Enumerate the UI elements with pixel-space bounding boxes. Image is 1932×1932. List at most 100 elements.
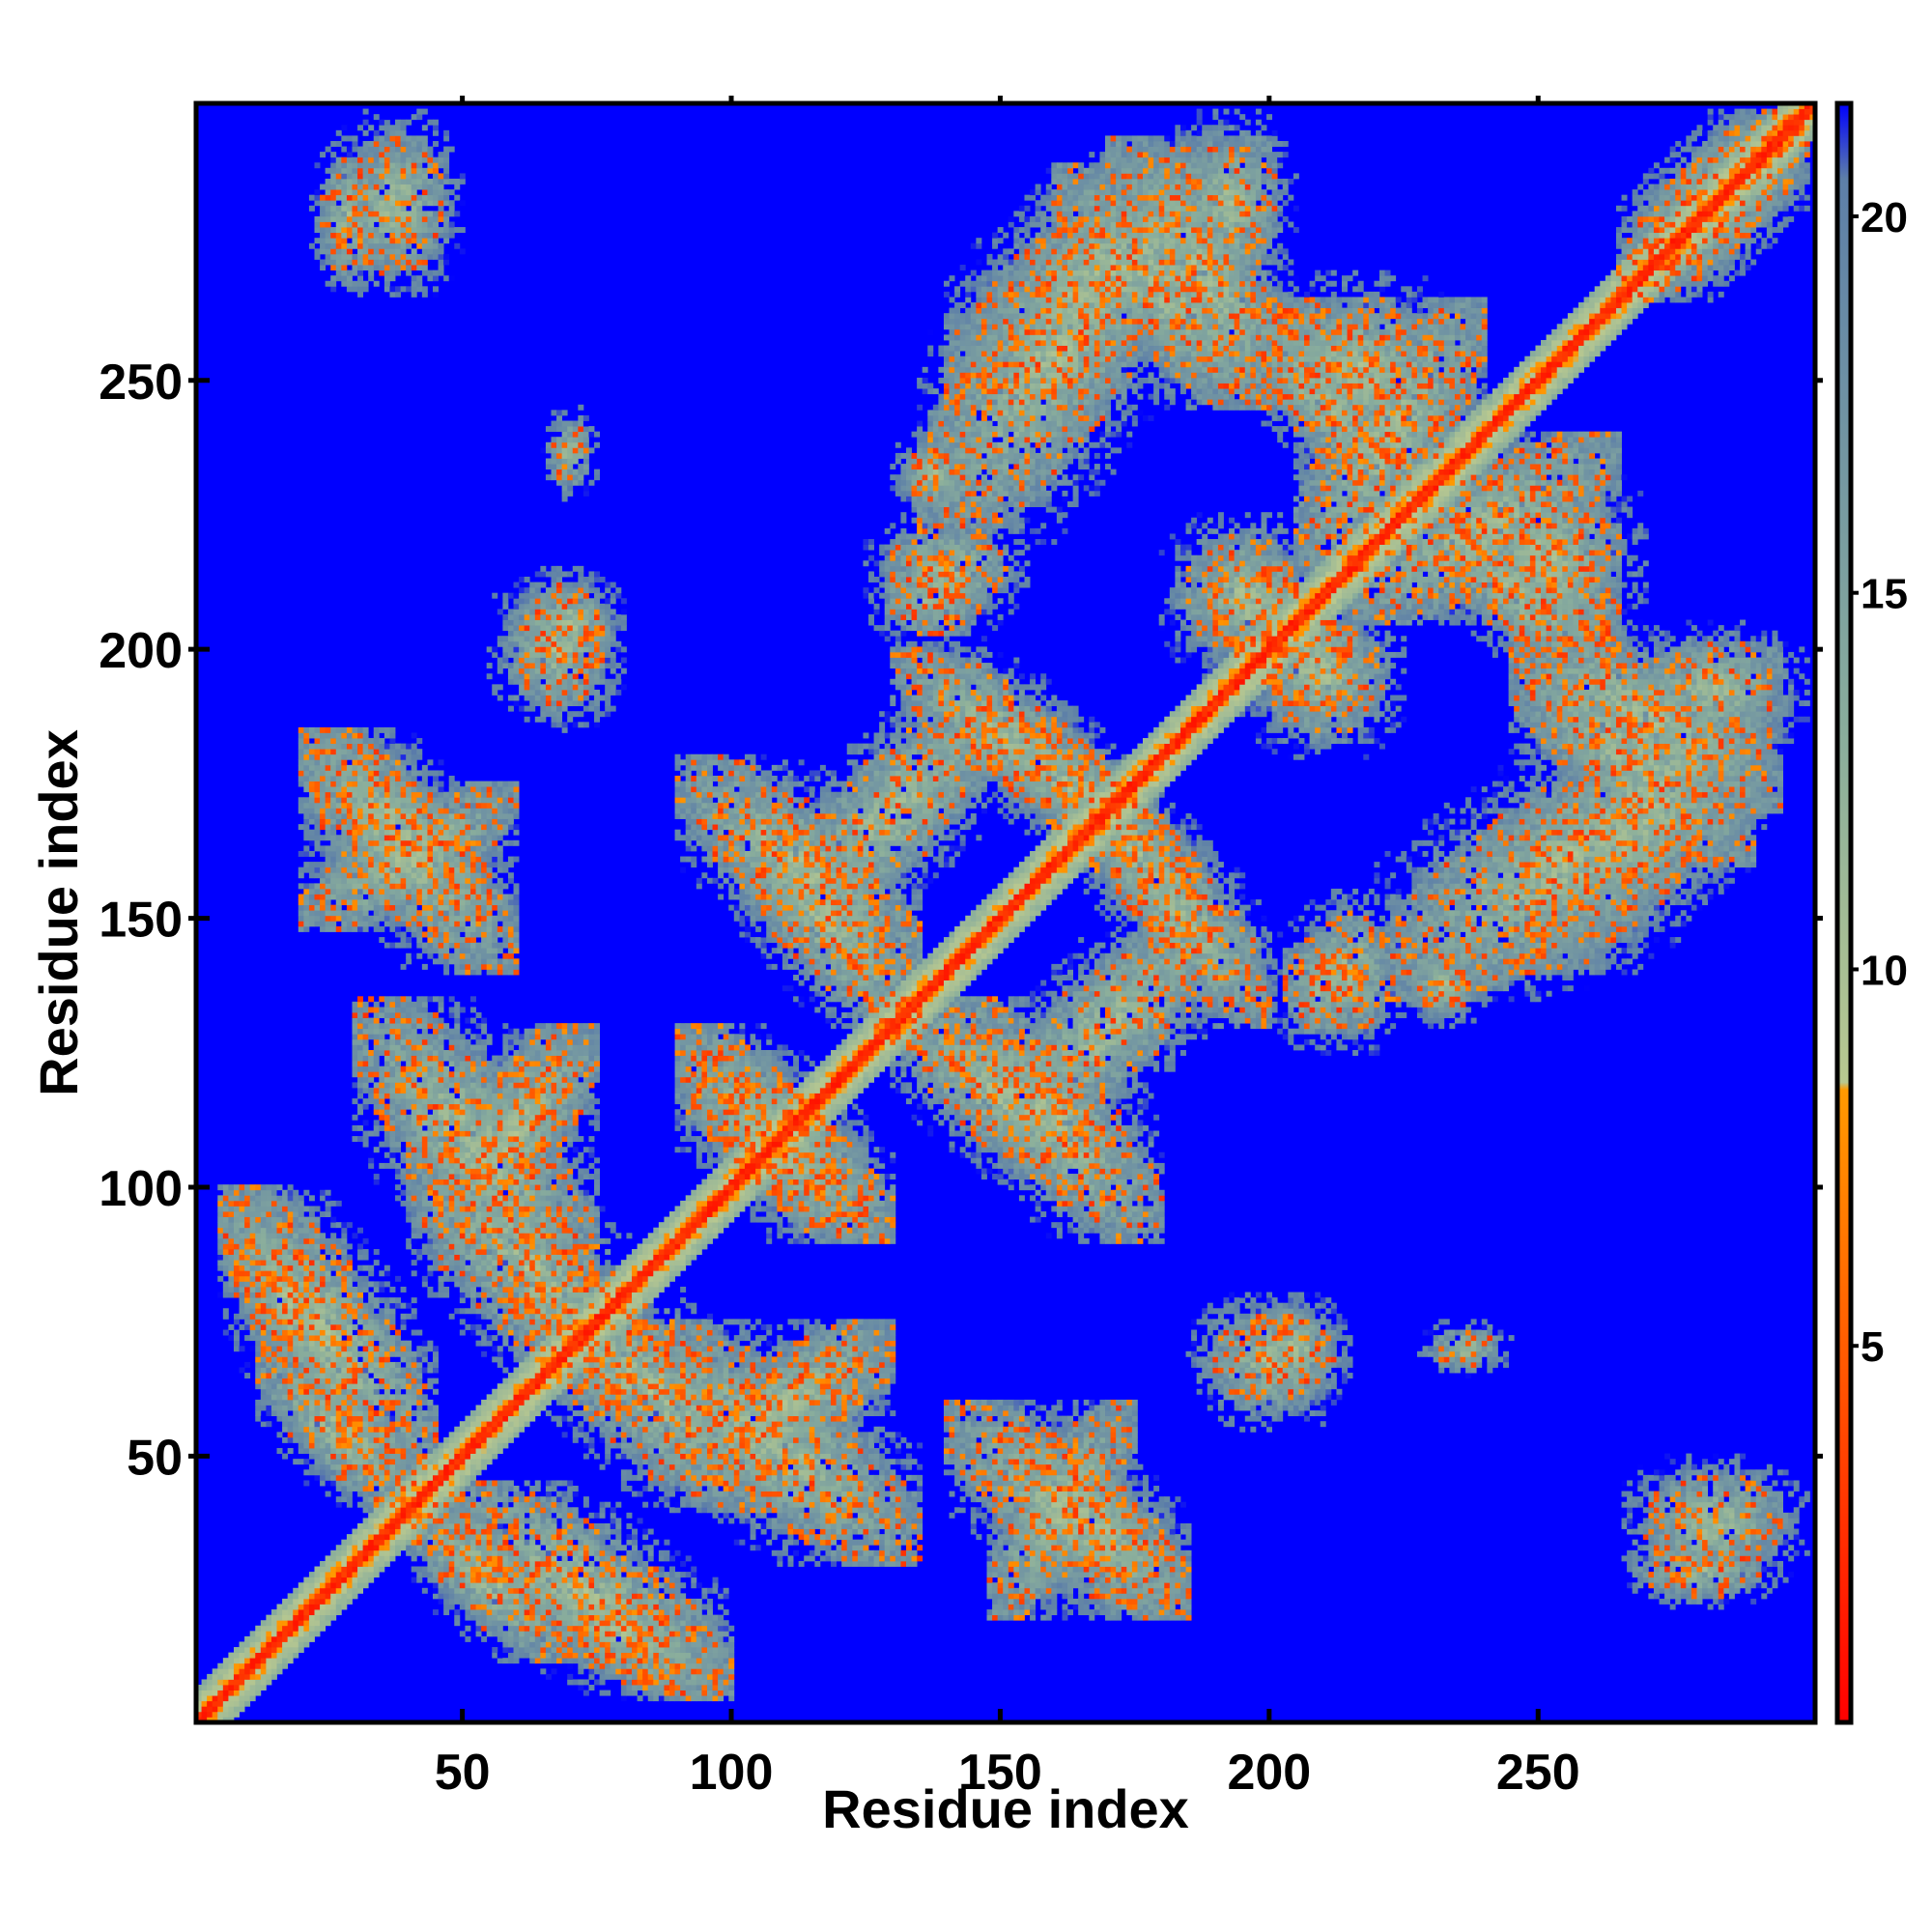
heatmap-cell	[309, 759, 315, 765]
heatmap-cell	[320, 1582, 326, 1588]
heatmap-cell	[282, 1293, 288, 1298]
heatmap-cell	[298, 770, 304, 776]
heatmap-cell	[255, 1362, 261, 1368]
heatmap-cell	[320, 792, 326, 798]
heatmap-cell	[266, 1400, 271, 1406]
heatmap-cell	[330, 1260, 336, 1265]
heatmap-cell	[326, 1293, 331, 1298]
heatmap-cell	[303, 754, 309, 760]
heatmap-cell	[309, 732, 315, 738]
heatmap-cell	[320, 759, 326, 765]
heatmap-cell	[303, 1335, 309, 1341]
heatmap-cell	[298, 1265, 304, 1271]
heatmap-cell	[271, 1609, 277, 1615]
heatmap-cell	[315, 1233, 321, 1238]
heatmap-cell	[326, 254, 331, 260]
heatmap-cell	[320, 1626, 326, 1632]
heatmap-cell	[320, 1599, 326, 1605]
heatmap-cell	[228, 1668, 234, 1674]
heatmap-cell	[326, 1335, 331, 1341]
heatmap-cell	[330, 189, 336, 195]
heatmap-cell	[255, 1270, 261, 1276]
heatmap-cell	[326, 808, 331, 813]
heatmap-cell	[293, 1394, 298, 1400]
heatmap-cell	[298, 1238, 304, 1244]
heatmap-cell	[330, 141, 336, 147]
heatmap-cell	[282, 1416, 288, 1422]
heatmap-cell	[223, 1222, 229, 1228]
heatmap-cell	[282, 1454, 288, 1460]
heatmap-cell	[261, 1243, 267, 1249]
heatmap-cell	[207, 1706, 213, 1712]
heatmap-cell	[315, 1593, 321, 1599]
heatmap-cell	[217, 1712, 223, 1718]
heatmap-cell	[330, 1201, 336, 1207]
heatmap-cell	[298, 1383, 304, 1389]
heatmap-cell	[266, 1356, 271, 1362]
heatmap-cell	[255, 1303, 261, 1309]
heatmap-cell	[261, 1631, 267, 1636]
heatmap-cell	[217, 1668, 223, 1674]
heatmap-cell	[223, 1674, 229, 1680]
heatmap-cell	[288, 1647, 294, 1653]
heatmap-cell	[303, 862, 309, 867]
heatmap-cell	[250, 1346, 256, 1351]
heatmap-cell	[223, 1701, 229, 1707]
heatmap-cell	[309, 1437, 315, 1443]
heatmap-cell	[326, 1195, 331, 1201]
heatmap-cell	[228, 1695, 234, 1701]
heatmap-cell	[320, 776, 326, 781]
heatmap-cell	[261, 1400, 267, 1406]
heatmap-cell	[320, 824, 326, 830]
heatmap-cell	[244, 1281, 250, 1287]
heatmap-cell	[326, 1330, 331, 1336]
heatmap-cell	[223, 1270, 229, 1276]
heatmap-cell	[228, 1206, 234, 1211]
heatmap-cell	[315, 905, 321, 911]
heatmap-cell	[271, 1233, 277, 1238]
heatmap-cell	[277, 1647, 283, 1653]
heatmap-cell	[298, 899, 304, 905]
heatmap-cell	[326, 792, 331, 798]
heatmap-cell	[336, 1335, 342, 1341]
heatmap-cell	[277, 1324, 283, 1330]
heatmap-cell	[244, 1663, 250, 1669]
heatmap-cell	[330, 1605, 336, 1610]
heatmap-cell	[303, 1421, 309, 1427]
heatmap-cell	[326, 1373, 331, 1378]
heatmap-cell	[303, 830, 309, 836]
heatmap-cell	[277, 1368, 283, 1374]
heatmap-cell	[298, 895, 304, 900]
heatmap-cell	[326, 1346, 331, 1351]
heatmap-cell	[315, 765, 321, 771]
heatmap-cell	[288, 1356, 294, 1362]
heatmap-cell	[271, 1668, 277, 1674]
heatmap-cell	[293, 1378, 298, 1384]
heatmap-cell	[261, 1201, 267, 1207]
heatmap-cell	[207, 1685, 213, 1690]
heatmap-cell	[288, 1626, 294, 1632]
heatmap-cell	[266, 1378, 271, 1384]
heatmap-cell	[303, 781, 309, 787]
heatmap-cell	[320, 1577, 326, 1583]
heatmap-cell	[315, 1265, 321, 1271]
heatmap-cell	[315, 1442, 321, 1448]
heatmap-cell	[298, 1437, 304, 1443]
heatmap-cell	[309, 797, 315, 803]
heatmap-cell	[255, 1690, 261, 1696]
heatmap-cell	[315, 1378, 321, 1384]
heatmap-cell	[298, 1636, 304, 1642]
heatmap-cell	[336, 1572, 342, 1577]
heatmap-cell	[330, 813, 336, 819]
heatmap-cell	[320, 1356, 326, 1362]
heatmap-cell	[320, 1233, 326, 1238]
heatmap-cell	[255, 1243, 261, 1249]
heatmap-cell	[309, 1378, 315, 1384]
heatmap-cell	[277, 1303, 283, 1309]
heatmap-cell	[266, 1270, 271, 1276]
heatmap-cell	[298, 1405, 304, 1410]
heatmap-cell	[336, 1319, 342, 1324]
heatmap-cell	[326, 281, 331, 287]
heatmap-cell	[330, 1615, 336, 1621]
heatmap-cell	[223, 1228, 229, 1234]
